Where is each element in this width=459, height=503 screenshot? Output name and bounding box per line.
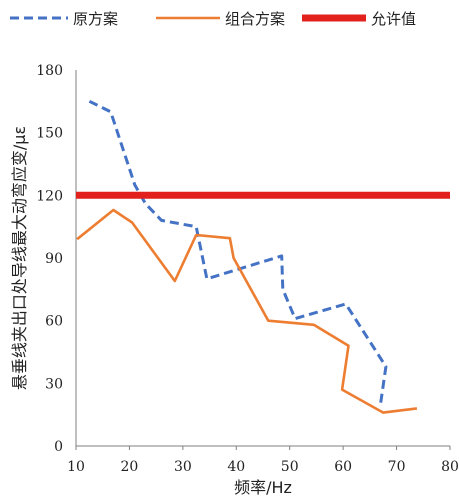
y-tick-label: 150 — [36, 126, 63, 142]
y-axis-title: 悬垂线夹出口处导线最大动弯应变/με — [10, 126, 29, 390]
y-tick-label: 0 — [54, 439, 63, 455]
legend-label-2: 组合方案 — [225, 10, 285, 28]
series-line-2 — [76, 208, 418, 414]
y-tick-label: 60 — [45, 314, 63, 330]
plot-area — [75, 70, 450, 447]
y-tick-label: 120 — [36, 188, 63, 204]
y-tick-label: 180 — [36, 63, 63, 79]
legend-label-1: 原方案 — [73, 10, 118, 28]
x-tick-label: 10 — [67, 459, 85, 475]
x-tick-label: 20 — [121, 459, 139, 475]
y-tick-label: 90 — [45, 251, 63, 267]
x-axis-title: 频率/Hz — [234, 478, 292, 497]
x-tick-label: 50 — [281, 459, 299, 475]
x-tick-label: 80 — [441, 459, 459, 475]
x-tick-label: 70 — [388, 459, 406, 475]
x-tick-label: 30 — [174, 459, 192, 475]
y-tick-label: 30 — [45, 376, 63, 392]
legend-label-3: 允许值 — [371, 10, 416, 28]
y-axis-ticks: 0 30 60 90 120 150 180 — [36, 63, 63, 455]
legend: 原方案 组合方案 允许值 — [10, 10, 416, 28]
series-line-1 — [88, 99, 388, 405]
x-tick-label: 40 — [227, 459, 245, 475]
x-axis-ticks: 10 20 30 40 50 60 70 80 — [67, 446, 459, 475]
x-tick-label: 60 — [334, 459, 352, 475]
